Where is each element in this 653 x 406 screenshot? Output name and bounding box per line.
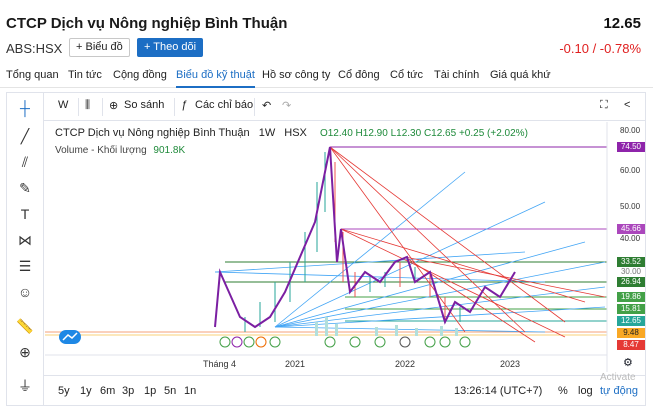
chart-widget: ┼ ╱ ⫽ ✎ T ⋈ ☰ ☺ 📏 ⊕ ⏚ W ⫼ ⊕ So sánh ƒ Cá… — [6, 92, 646, 406]
range-1y[interactable]: 1y — [80, 385, 92, 397]
fullscreen-icon[interactable]: ⛶ — [600, 99, 608, 111]
percent-toggle[interactable]: % — [558, 385, 568, 397]
stock-header: CTCP Dịch vụ Nông nghiệp Bình Thuận ABS:… — [0, 0, 653, 64]
legend-ohlc: O12.40 H12.90 L12.30 C12.65 +0.25 (+2.02… — [319, 128, 528, 139]
divider — [254, 98, 255, 116]
share-icon[interactable]: < — [624, 99, 631, 111]
indicators-icon[interactable]: ƒ — [181, 99, 188, 111]
volume-label: Volume - Khối lượng — [55, 145, 147, 156]
chart-top-toolbar: W ⫼ ⊕ So sánh ƒ Các chỉ báo ↶ ↷ ⛶ < — [44, 93, 645, 121]
crosshair-icon[interactable]: ┼ — [20, 100, 30, 116]
price-tag: 30.00 — [617, 267, 645, 277]
indicators-button[interactable]: Các chỉ báo — [195, 99, 254, 111]
x-tick: 2021 — [285, 359, 306, 369]
text-tool-icon[interactable]: T — [20, 206, 30, 222]
y-tick: 80.00 — [620, 126, 641, 135]
candle-type-icon[interactable]: ⫼ — [85, 99, 91, 111]
range-1p[interactable]: 1p — [144, 385, 157, 397]
tab-dividends[interactable]: Cổ tức — [390, 69, 424, 81]
tab-news[interactable]: Tin tức — [68, 69, 102, 81]
price-tag: 26.94 — [617, 277, 645, 287]
volume-bars — [315, 317, 458, 336]
x-tick: Tháng 4 — [203, 359, 237, 369]
undo-icon[interactable]: ↶ — [262, 100, 272, 112]
divider — [174, 98, 175, 116]
company-name: CTCP Dịch vụ Nông nghiệp Bình Thuận — [6, 15, 288, 32]
compare-icon[interactable]: ⊕ — [109, 100, 119, 112]
compare-button[interactable]: So sánh — [124, 99, 165, 111]
emoji-icon[interactable]: ☺ — [17, 284, 33, 300]
ruler-icon[interactable]: 📏 — [16, 318, 34, 334]
tab-shareholders[interactable]: Cổ đông — [338, 69, 380, 81]
price-tag: 19.86 — [617, 292, 645, 302]
price-tag: 74.50 — [617, 142, 645, 152]
divider — [102, 98, 103, 116]
divider — [78, 98, 79, 116]
volume-value: 901.8K — [153, 145, 186, 156]
range-toolbar: 5y 1y 6m 3p 1p 5n 1n 13:26:14 (UTC+7) % … — [44, 375, 645, 405]
chart-legend: CTCP Dịch vụ Nông nghiệp Bình Thuận 1W H… — [55, 127, 528, 139]
price-tag: 12.65 — [617, 316, 645, 326]
zoom-in-icon[interactable]: ⊕ — [19, 344, 31, 360]
tab-financials[interactable]: Tài chính — [434, 69, 480, 81]
range-6m[interactable]: 6m — [100, 385, 116, 397]
tab-technical-chart[interactable]: Biểu đồ kỹ thuật — [176, 69, 255, 88]
volume-legend: Volume - Khối lượng 901.8K — [55, 145, 185, 156]
drawing-toolbar: ┼ ╱ ⫽ ✎ T ⋈ ☰ ☺ 📏 ⊕ ⏚ — [7, 93, 44, 405]
price-tag: 33.52 — [617, 257, 645, 267]
tab-community[interactable]: Cộng đồng — [113, 69, 167, 81]
current-price: 12.65 — [603, 15, 641, 32]
price-tag: 9.48 — [617, 328, 645, 338]
activation-watermark: Activate — [600, 372, 636, 383]
legend-exchange: HSX — [284, 127, 307, 139]
range-5n[interactable]: 5n — [164, 385, 177, 397]
chart-pane[interactable]: CTCP Dịch vụ Nông nghiệp Bình Thuận 1W H… — [45, 122, 645, 372]
y-tick: 50.00 — [620, 202, 641, 211]
wave-zigzag — [214, 146, 516, 329]
trendline-icon[interactable]: ╱ — [20, 128, 30, 144]
redo-icon[interactable]: ↷ — [282, 100, 292, 112]
range-3p[interactable]: 3p — [122, 385, 135, 397]
legend-name: CTCP Dịch vụ Nông nghiệp Bình Thuận — [55, 127, 250, 139]
tab-overview[interactable]: Tổng quan — [6, 69, 59, 81]
price-tag: 15.81 — [617, 304, 645, 314]
price-tag: 8.47 — [617, 340, 645, 350]
y-axis[interactable]: 80.00 60.00 50.00 40.00 — [608, 122, 645, 355]
tab-bar: Tổng quan Tin tức Cộng đồng Biểu đồ kỹ t… — [0, 64, 653, 88]
price-change: -0.10 / -0.78% — [559, 41, 641, 56]
range-1n[interactable]: 1n — [184, 385, 197, 397]
range-5y[interactable]: 5y — [58, 385, 70, 397]
y-tick: 40.00 — [620, 234, 641, 243]
chart-canvas — [45, 122, 608, 372]
price-tag: 45.66 — [617, 224, 645, 234]
settings-gear-icon[interactable]: ⚙ — [623, 357, 633, 369]
fan-lines-red — [329, 146, 606, 343]
tradingview-logo[interactable] — [59, 330, 81, 344]
magnet-icon[interactable]: ⏚ — [18, 378, 32, 394]
tab-company-profile[interactable]: Hồ sơ công ty — [262, 69, 331, 81]
log-toggle[interactable]: log — [578, 385, 593, 397]
prediction-icon[interactable]: ☰ — [18, 258, 32, 274]
fib-tool-icon[interactable]: ⫽ — [21, 154, 29, 170]
x-tick: 2022 — [395, 359, 416, 369]
legend-interval: 1W — [258, 127, 276, 139]
follow-button[interactable]: + Theo dõi — [137, 38, 204, 57]
tab-price-history[interactable]: Giá quá khứ — [490, 69, 551, 81]
x-tick: 2023 — [500, 359, 521, 369]
auto-scale-toggle[interactable]: tự động — [600, 385, 638, 397]
clock-time: 13:26:14 (UTC+7) — [454, 385, 543, 397]
price-tags: 74.50 45.66 33.52 30.00 26.94 19.86 15.8… — [617, 122, 645, 355]
event-markers — [219, 336, 471, 348]
x-axis[interactable]: Tháng 4 2021 2022 2023 — [45, 355, 607, 372]
interval-selector[interactable]: W — [58, 99, 69, 111]
pattern-icon[interactable]: ⋈ — [18, 232, 32, 248]
y-tick: 60.00 — [620, 166, 641, 175]
add-chart-button[interactable]: + Biểu đồ — [69, 38, 130, 57]
ticker-symbol: ABS:HSX — [6, 41, 63, 56]
brush-icon[interactable]: ✎ — [19, 180, 31, 196]
